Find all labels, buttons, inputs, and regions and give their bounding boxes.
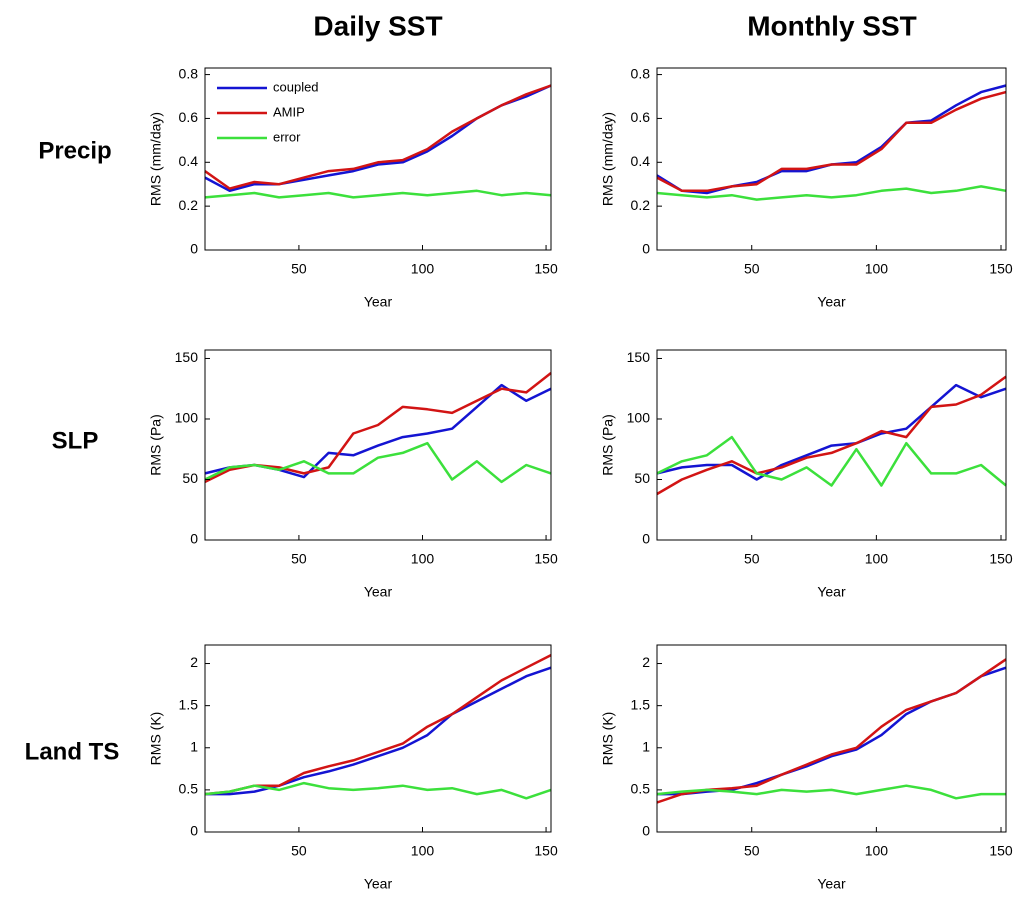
y-tick-label: 2 — [642, 654, 650, 670]
row-label: SLP — [52, 427, 99, 454]
y-axis-label: RMS (K) — [600, 712, 616, 766]
y-tick-label: 50 — [182, 470, 198, 486]
x-tick-label: 150 — [534, 843, 558, 859]
y-tick-label: 0 — [190, 531, 198, 547]
plot-frame — [204, 349, 552, 541]
series-line — [204, 781, 552, 800]
y-tick-label: 0 — [642, 823, 650, 839]
x-tick-label: 50 — [291, 261, 307, 277]
column-title: Monthly SST — [747, 10, 917, 41]
series-line — [204, 189, 552, 199]
x-axis-label: Year — [364, 584, 393, 600]
x-tick-label: 100 — [411, 551, 435, 567]
y-tick-label: 0.5 — [631, 781, 651, 797]
y-tick-label: 150 — [175, 349, 199, 365]
row-label: Land TS — [25, 738, 120, 765]
x-tick-label: 150 — [989, 843, 1013, 859]
series-line — [656, 435, 1007, 487]
series-line — [656, 658, 1007, 804]
y-tick-label: 1.5 — [631, 696, 651, 712]
row-label: Precip — [38, 137, 111, 164]
y-tick-label: 0.4 — [179, 153, 199, 169]
x-tick-label: 100 — [411, 843, 435, 859]
series-line — [656, 784, 1006, 800]
y-tick-label: 0.2 — [631, 197, 651, 213]
y-tick-label: 1 — [190, 738, 198, 754]
legend-label: coupled — [273, 79, 319, 94]
x-tick-label: 150 — [534, 261, 558, 277]
x-tick-label: 100 — [865, 261, 889, 277]
x-axis-label: Year — [817, 294, 846, 310]
x-axis-label: Year — [364, 294, 393, 310]
y-tick-label: 150 — [627, 349, 651, 365]
series-line — [656, 90, 1007, 193]
x-tick-label: 50 — [744, 551, 760, 567]
plot-frame — [656, 349, 1007, 541]
x-axis-label: Year — [817, 876, 846, 892]
series-line — [204, 653, 552, 796]
series-line — [656, 383, 1007, 481]
y-axis-label: RMS (Pa) — [600, 414, 616, 475]
x-tick-label: 100 — [865, 551, 889, 567]
y-tick-label: 1 — [642, 738, 650, 754]
y-axis-label: RMS (mm/day) — [148, 112, 164, 206]
series-line — [205, 666, 552, 796]
legend-label: error — [273, 129, 301, 144]
series-line — [656, 375, 1007, 496]
y-tick-label: 0.6 — [179, 109, 199, 125]
y-axis-label: RMS (K) — [148, 712, 164, 766]
y-axis-label: RMS (Pa) — [148, 414, 164, 475]
plot-frame — [656, 67, 1007, 251]
plot-frame — [204, 67, 552, 251]
series-line — [204, 84, 552, 190]
x-tick-label: 50 — [291, 843, 307, 859]
y-tick-label: 0.6 — [631, 109, 651, 125]
series-line — [656, 185, 1007, 201]
y-tick-label: 0 — [642, 241, 650, 257]
y-tick-label: 0.8 — [631, 65, 651, 81]
column-title: Daily SST — [313, 10, 442, 41]
y-tick-label: 0 — [642, 531, 650, 547]
x-tick-label: 50 — [744, 261, 760, 277]
y-axis-label: RMS (mm/day) — [600, 112, 616, 206]
x-tick-label: 150 — [989, 261, 1013, 277]
legend-label: AMIP — [273, 104, 305, 119]
y-tick-label: 0 — [190, 241, 198, 257]
y-tick-label: 0 — [190, 823, 198, 839]
plot-frame — [204, 644, 552, 833]
y-tick-label: 100 — [175, 410, 199, 426]
plot-frame — [656, 644, 1007, 833]
series-line — [204, 441, 552, 484]
y-tick-label: 0.4 — [631, 153, 651, 169]
x-tick-label: 150 — [989, 551, 1013, 567]
x-axis-label: Year — [364, 876, 393, 892]
y-tick-label: 2 — [190, 654, 198, 670]
x-tick-label: 150 — [534, 551, 558, 567]
series-line — [656, 84, 1007, 195]
x-axis-label: Year — [817, 584, 846, 600]
x-tick-label: 100 — [865, 843, 889, 859]
y-tick-label: 0.5 — [179, 781, 199, 797]
x-tick-label: 50 — [744, 843, 760, 859]
y-tick-label: 0.2 — [179, 197, 199, 213]
y-tick-label: 1.5 — [179, 696, 199, 712]
series-line — [204, 383, 552, 479]
y-tick-label: 100 — [627, 410, 651, 426]
series-line — [657, 666, 1007, 796]
y-tick-label: 0.8 — [179, 65, 199, 81]
y-tick-label: 50 — [634, 470, 650, 486]
x-tick-label: 100 — [411, 261, 435, 277]
x-tick-label: 50 — [291, 551, 307, 567]
